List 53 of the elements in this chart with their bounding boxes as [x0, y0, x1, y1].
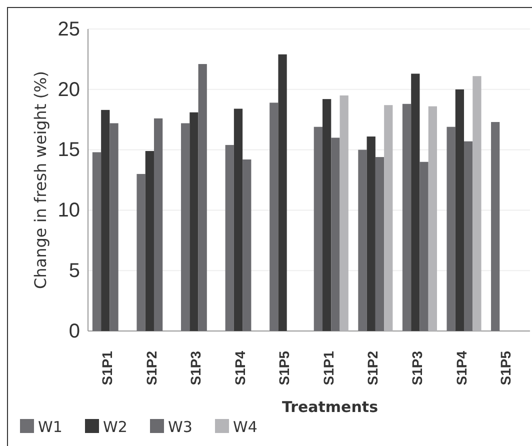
- bar: [145, 151, 154, 331]
- x-tick-label: S1P2: [143, 350, 160, 386]
- legend-label: W2: [103, 418, 128, 436]
- x-tick-label: S1P2: [364, 350, 381, 386]
- bar: [225, 144, 234, 331]
- bar: [154, 118, 163, 331]
- bar: [101, 110, 110, 331]
- x-tick-label: S1P1: [320, 350, 336, 386]
- bar: [411, 74, 420, 331]
- bar: [92, 152, 102, 331]
- bar: [384, 105, 393, 331]
- bar: [464, 141, 473, 331]
- bar: [110, 123, 118, 331]
- x-tick-label: S1P3: [409, 350, 426, 386]
- bar: [278, 54, 287, 331]
- y-tick-label: 0: [68, 320, 80, 342]
- y-tick-label: 25: [58, 18, 80, 40]
- x-tick-label: S1P4: [453, 350, 470, 386]
- y-tick-label: 5: [68, 260, 80, 282]
- legend-label: W4: [233, 418, 258, 436]
- bar: [331, 138, 340, 331]
- x-axis-title: Treatments: [282, 398, 378, 416]
- y-axis-title: Change in fresh weight (%): [31, 71, 50, 289]
- bar: [340, 95, 348, 331]
- x-tick-label: S1P4: [232, 350, 248, 386]
- bar: [446, 126, 456, 331]
- x-tick-label: S1P5: [276, 350, 292, 386]
- bar: [198, 64, 207, 331]
- bar: [234, 108, 243, 331]
- bar: [455, 89, 464, 331]
- bar: [472, 76, 482, 331]
- bar: [242, 159, 252, 331]
- legend-label: W1: [38, 418, 62, 436]
- y-tick-label: 10: [58, 200, 80, 222]
- legend-label: W3: [168, 418, 192, 436]
- bar: [322, 99, 332, 331]
- bar: [420, 162, 428, 331]
- bar: [491, 122, 500, 331]
- bar: [314, 126, 323, 331]
- y-tick-label: 15: [58, 139, 80, 162]
- bar: [366, 136, 376, 331]
- bar: [136, 174, 146, 331]
- bar: [428, 106, 437, 331]
- bar: [358, 150, 367, 331]
- x-tick-label: S1P3: [188, 350, 204, 386]
- bar: [190, 112, 198, 331]
- bar: [402, 104, 412, 331]
- bar: [375, 157, 384, 331]
- bar: [181, 123, 190, 331]
- x-tick-label: S1P5: [498, 350, 514, 386]
- x-tick-label: S1P1: [99, 350, 116, 386]
- y-tick-label: 20: [58, 78, 80, 101]
- bar: [270, 102, 278, 331]
